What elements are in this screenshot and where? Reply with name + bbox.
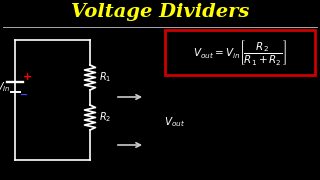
Text: −: − — [20, 90, 28, 100]
Text: $R_1$: $R_1$ — [99, 70, 111, 84]
Text: $V_{In}$: $V_{In}$ — [0, 80, 10, 94]
Bar — [165, 30, 315, 75]
Text: $V_{out}$: $V_{out}$ — [164, 115, 186, 129]
Text: +: + — [23, 72, 33, 82]
Text: $R_2$: $R_2$ — [99, 110, 111, 124]
Text: Voltage Dividers: Voltage Dividers — [71, 3, 249, 21]
Text: $V_{out} = V_{in}\left[\dfrac{R_2}{R_1+R_2}\right]$: $V_{out} = V_{in}\left[\dfrac{R_2}{R_1+R… — [193, 38, 287, 67]
